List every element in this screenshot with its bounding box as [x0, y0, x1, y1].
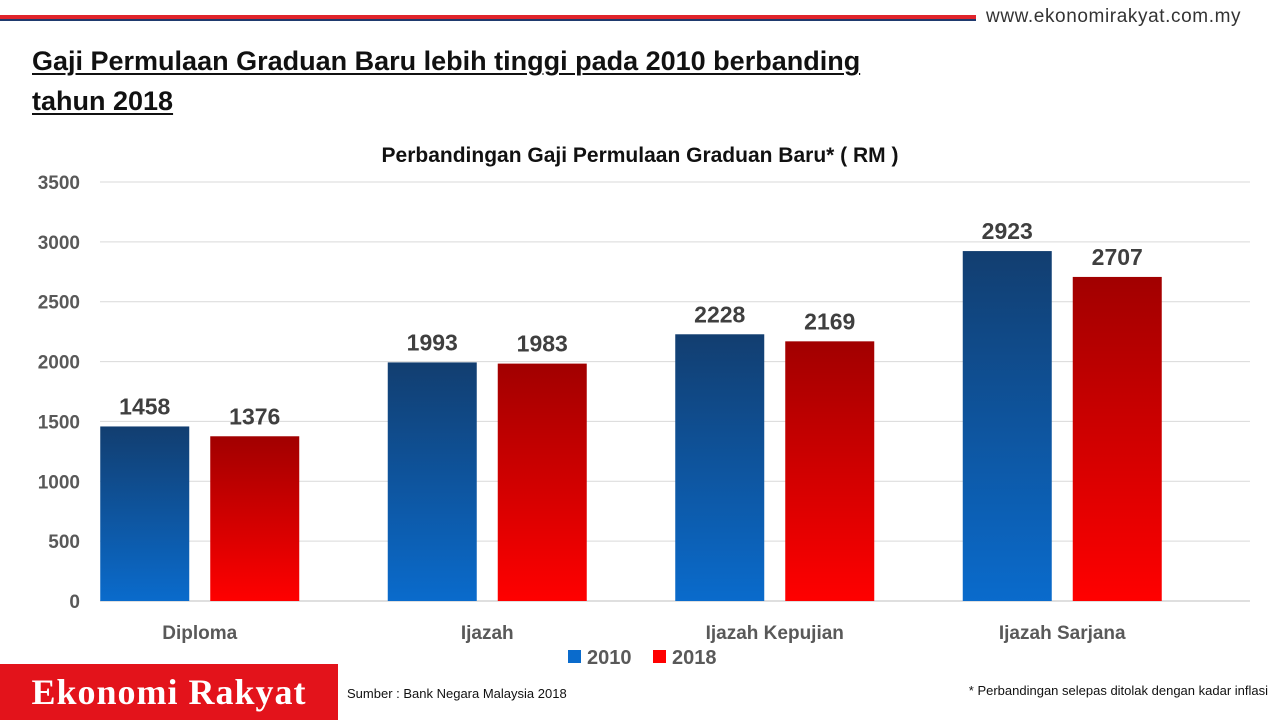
data-label: 1993	[407, 329, 458, 355]
bars	[100, 251, 1162, 602]
header-rule-red	[0, 15, 976, 19]
y-tick-label: 3500	[38, 173, 80, 194]
legend-swatch-2018	[653, 650, 666, 663]
y-axis-ticks: 0 500 1000 1500 2000 2500 3000 3500	[38, 173, 80, 613]
data-labels: 1458 1376 1993 1983 2228 2169 2923 2707	[119, 218, 1143, 429]
headline-text: Gaji Permulaan Graduan Baru lebih tinggi…	[32, 46, 861, 116]
site-url[interactable]: www.ekonomirakyat.com.my	[986, 6, 1242, 27]
legend: 2010 2018	[568, 647, 717, 669]
chart-title: Perbandingan Gaji Permulaan Graduan Baru…	[382, 144, 899, 167]
bar-2018-2	[785, 341, 875, 601]
legend-swatch-2010	[568, 650, 581, 663]
y-tick-label: 3000	[38, 233, 80, 254]
data-label: 2707	[1092, 244, 1143, 270]
y-tick-label: 500	[48, 532, 80, 553]
inflation-footnote: * Perbandingan selepas ditolak dengan ka…	[968, 683, 1268, 698]
legend-label: 2018	[672, 647, 717, 669]
data-label: 1376	[229, 403, 280, 429]
page-headline: Gaji Permulaan Graduan Baru lebih tinggi…	[32, 41, 902, 121]
bar-2018-1	[497, 363, 587, 601]
x-tick-label: Ijazah Sarjana	[999, 623, 1126, 644]
x-tick-label: Ijazah	[461, 623, 514, 644]
y-tick-label: 2000	[38, 353, 80, 374]
y-tick-label: 2500	[38, 293, 80, 314]
x-tick-label: Ijazah Kepujian	[706, 623, 844, 644]
bar-2010-0	[100, 426, 190, 601]
brand-logo-label: Ekonomi Rakyat	[0, 664, 338, 720]
x-axis-labels: Diploma Ijazah Ijazah Kepujian Ijazah Sarja…	[162, 623, 1126, 644]
y-tick-label: 1000	[38, 472, 80, 493]
bar-chart: Perbandingan Gaji Permulaan Graduan Baru…	[38, 144, 1250, 669]
y-tick-label: 1500	[38, 412, 80, 433]
header-rule-blue	[0, 19, 976, 21]
bar-2018-0	[210, 436, 300, 601]
data-label: 2923	[982, 218, 1033, 244]
bar-2018-3	[1072, 276, 1162, 601]
data-label: 1983	[517, 331, 568, 357]
bar-2010-2	[675, 334, 765, 601]
bar-2010-3	[962, 251, 1052, 602]
y-tick-label: 0	[69, 592, 80, 613]
legend-label: 2010	[587, 647, 632, 669]
data-label: 2169	[804, 308, 855, 334]
x-tick-label: Diploma	[162, 623, 237, 644]
data-label: 1458	[119, 393, 170, 419]
data-label: 2228	[694, 301, 745, 327]
source-note: Sumber : Bank Negara Malaysia 2018	[347, 686, 567, 701]
bar-2010-1	[387, 362, 477, 601]
